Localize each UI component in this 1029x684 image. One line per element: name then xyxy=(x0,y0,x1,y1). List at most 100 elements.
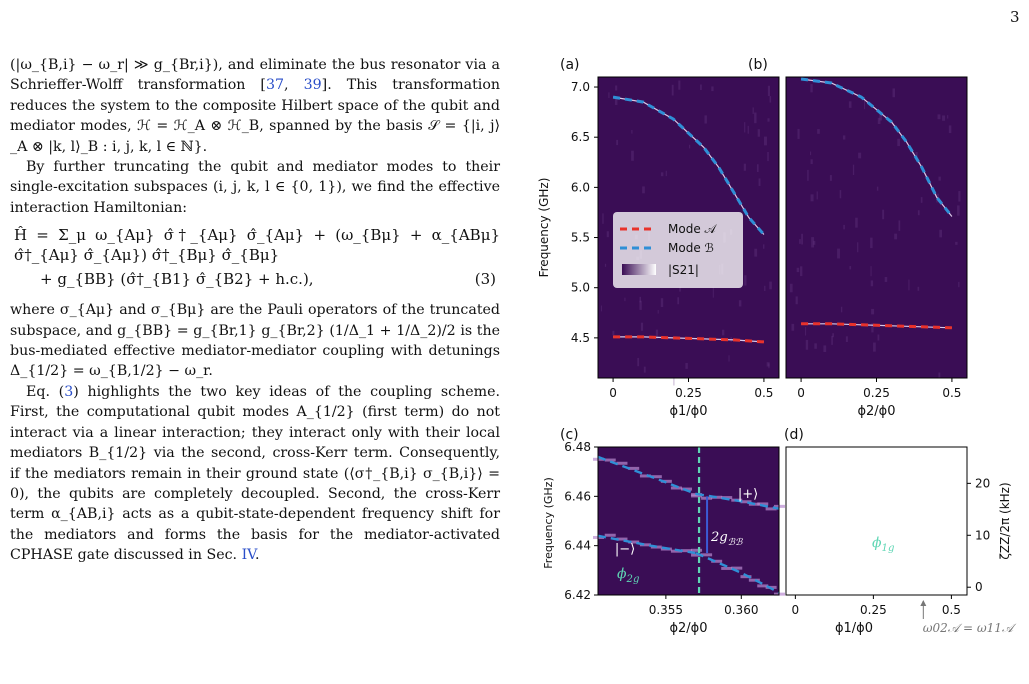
heatmap-noise-a xyxy=(639,300,642,310)
heatmap-noise-a xyxy=(756,164,759,172)
heatmap-noise-b xyxy=(892,88,896,98)
xlabel-c: ϕ2/ϕ0 xyxy=(669,621,707,636)
heatmap-noise-a xyxy=(769,96,772,103)
heatmap-noise-a xyxy=(767,118,770,122)
heatmap-dash-c-3-6 xyxy=(748,578,760,582)
heatmap-noise-b xyxy=(837,248,840,259)
heatmap-noise-b xyxy=(948,125,952,134)
heatmap-noise-a xyxy=(744,122,746,133)
heatmap-noise-b xyxy=(831,335,833,345)
heatmap-noise-b xyxy=(958,191,961,202)
heatmap-noise-a xyxy=(763,244,765,249)
heatmap-noise-a xyxy=(602,213,604,224)
heatmap-noise-b xyxy=(894,233,898,240)
xtick-label-d-1: 0.25 xyxy=(860,603,887,617)
heatmap-noise-a xyxy=(685,362,688,369)
heatmap-dash-c-2-2 xyxy=(616,537,628,541)
heatmap-noise-b xyxy=(947,115,949,119)
legend-label-s21: |S21| xyxy=(668,263,699,277)
heatmap-noise-b xyxy=(871,323,874,333)
heatmap-dash-c-0-4 xyxy=(639,474,651,478)
heatmap-noise-a xyxy=(712,287,714,298)
heatmap-noise-b xyxy=(811,237,815,248)
heatmap-dash-c-0-5 xyxy=(650,475,662,479)
heatmap-noise-b xyxy=(942,115,946,121)
heatmap-noise-b xyxy=(810,194,814,202)
xlabel-b: ϕ2/ϕ0 xyxy=(857,404,895,419)
heatmap-noise-a xyxy=(640,322,644,331)
heatmap-dash-c-3-0 xyxy=(691,548,703,552)
equation-ref-3[interactable]: 3 xyxy=(64,383,74,400)
paragraph-3: where σ_{Aμ} and σ_{Bμ} are the Pauli op… xyxy=(10,302,500,380)
citation-39[interactable]: 39 xyxy=(303,77,322,94)
heatmap-noise-a xyxy=(660,298,664,308)
heatmap-noise-a xyxy=(673,377,675,386)
p4-text-b: ) highlights the two key ideas of the co… xyxy=(10,383,501,564)
axes-frame-d xyxy=(785,446,968,596)
d-annot-phi1g: ϕ1g xyxy=(872,535,895,554)
heatmap-noise-a xyxy=(642,186,645,194)
heatmap-noise-b xyxy=(810,159,813,165)
heatmap-noise-a xyxy=(616,139,619,146)
heatmap-noise-b xyxy=(920,197,923,203)
heatmap-noise-a xyxy=(700,84,702,90)
paragraph-1: (|ω_{B,i} − ω_r| ≫ g_{Br,i}), and elimin… xyxy=(10,55,500,157)
ytick-label-d-2: 0 xyxy=(975,580,983,594)
ytick-label-c-1: 6.46 xyxy=(564,489,591,503)
heatmap-dash-c-0-7 xyxy=(670,486,682,490)
heatmap-noise-b xyxy=(938,176,941,181)
heatmap-noise-b xyxy=(816,191,818,200)
heatmap-dash-c-0-1 xyxy=(604,458,616,462)
equation-3: Ĥ = Σ_μ ω_{Aμ} σ̂†_{Aμ} σ̂_{Aμ} + (ω_{Bμ… xyxy=(10,226,500,296)
heatmap-noise-b xyxy=(879,113,883,121)
heatmap-noise-b xyxy=(882,209,885,220)
p1-text-a: (|ω_{B,i} − ω_r| ≫ g_{Br,i}), and elimin… xyxy=(10,57,500,94)
heatmap-noise-b xyxy=(805,339,809,350)
xtick-label-b-1: 0.25 xyxy=(863,386,890,400)
c-annot-phi2g: ϕ2g xyxy=(617,566,640,585)
ylabel-d: ζZZ/2π (kHz) xyxy=(998,482,1012,559)
heatmap-noise-b xyxy=(845,336,848,343)
heatmap-dash-c-3-3 xyxy=(721,566,733,570)
ytick-label-a-4: 5.0 xyxy=(571,281,590,295)
heatmap-noise-b xyxy=(814,343,817,349)
heatmap-noise-b xyxy=(800,266,803,277)
legend-label-mode-a: Mode 𝒜 xyxy=(668,222,718,236)
xlabel-d: ϕ1/ϕ0 xyxy=(835,621,873,636)
heatmap-noise-a xyxy=(660,172,664,177)
heatmap-noise-a xyxy=(711,86,714,92)
mode-curve-b-B xyxy=(800,77,954,218)
heatmap-noise-a xyxy=(766,362,770,367)
heatmap-dash-c-2-8 xyxy=(680,549,692,553)
heatmap-noise-b xyxy=(884,277,888,282)
heatmap-noise-b xyxy=(805,326,807,336)
ytick-label-a-5: 4.5 xyxy=(571,331,590,345)
heatmap-noise-a xyxy=(764,285,766,292)
section-ref-iv[interactable]: IV xyxy=(241,547,255,564)
heatmap-dash-c-1-7 xyxy=(757,502,769,506)
heatmap-dash-c-3-4 xyxy=(731,566,743,570)
heatmap-noise-b xyxy=(958,281,960,288)
heatmap-noise-b xyxy=(957,205,960,216)
heatmap-noise-b xyxy=(873,342,876,352)
c-branch-1 xyxy=(695,492,780,510)
heatmap-noise-a xyxy=(657,310,659,314)
heatmap-noise-a xyxy=(631,129,633,134)
heatmap-noise-a xyxy=(655,329,659,340)
heatmap-noise-a xyxy=(606,231,609,238)
d-resonance-arrowhead xyxy=(920,600,927,606)
panel-label-d: (d) xyxy=(784,427,804,443)
xtick-label-b-0: 0 xyxy=(797,386,805,400)
heatmap-noise-b xyxy=(813,240,816,245)
heatmap-dash-c-1-3 xyxy=(721,496,733,500)
ytick-label-d-0: 20 xyxy=(975,476,990,490)
xtick-label-d-2: 0.5 xyxy=(942,603,961,617)
citation-37[interactable]: 37 xyxy=(265,77,285,94)
heatmap-noise-a xyxy=(763,136,767,146)
p1-text-b: ]. This transformation reduces the syste… xyxy=(10,77,501,155)
heatmap-noise-a xyxy=(752,107,754,114)
heatmap-dash-c-0-2 xyxy=(616,461,628,465)
heatmap-noise-b xyxy=(870,280,874,287)
heatmap-noise-a xyxy=(758,178,761,186)
